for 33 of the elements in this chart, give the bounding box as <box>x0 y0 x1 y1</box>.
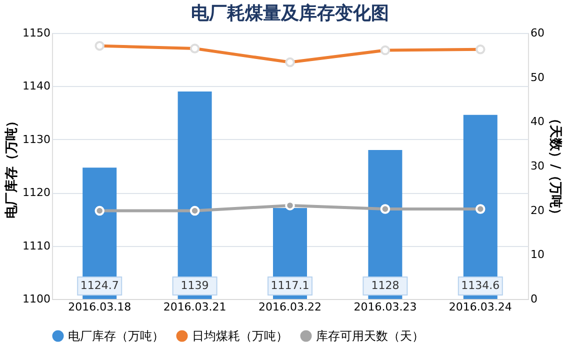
y2-tick-label: 50 <box>530 70 544 84</box>
y-tick-label: 1150 <box>22 26 50 40</box>
y2-tick-label: 40 <box>530 115 544 128</box>
y-tick-label: 1130 <box>22 132 50 146</box>
point <box>190 206 200 216</box>
y-tick-label: 1100 <box>22 292 50 306</box>
point <box>476 204 486 214</box>
legend-label: 库存可用天数（天） <box>316 329 424 343</box>
x-tick-label: 2016.03.18 <box>68 300 132 314</box>
point <box>380 204 390 214</box>
y-tick-label: 1110 <box>22 239 50 252</box>
y2-tick-label: 30 <box>530 160 544 172</box>
x-tick-label: 2016.03.24 <box>448 300 512 314</box>
y-axis-title: 电厂库存（万吨） <box>4 114 20 218</box>
y2-tick-label: 10 <box>530 248 544 262</box>
y2-tick-label: 0 <box>530 292 538 306</box>
data-label: 1134.6 <box>461 279 500 292</box>
x-tick-label: 2016.03.22 <box>258 300 322 314</box>
x-tick-label: 2016.03.21 <box>163 300 226 314</box>
point <box>94 206 104 216</box>
y2-axis-title: （天数）/（万吨） <box>547 112 562 221</box>
data-label: 1128 <box>371 279 400 292</box>
data-label: 1139 <box>180 279 209 292</box>
data-label: 1117.1 <box>270 279 310 292</box>
y-tick-label: 1120 <box>22 186 50 200</box>
data-label: 1124.7 <box>80 279 119 292</box>
y2-tick-label: 60 <box>530 26 544 40</box>
legend-label: 电厂库存（万吨） <box>68 329 164 343</box>
y2-tick-label: 20 <box>530 204 544 217</box>
y-tick-label: 1140 <box>22 80 50 93</box>
chart-title: 电厂耗煤量及库存变化图 <box>191 3 389 24</box>
x-tick-label: 2016.03.23 <box>354 300 417 314</box>
legend-label: 日均煤耗（万吨） <box>192 329 288 343</box>
